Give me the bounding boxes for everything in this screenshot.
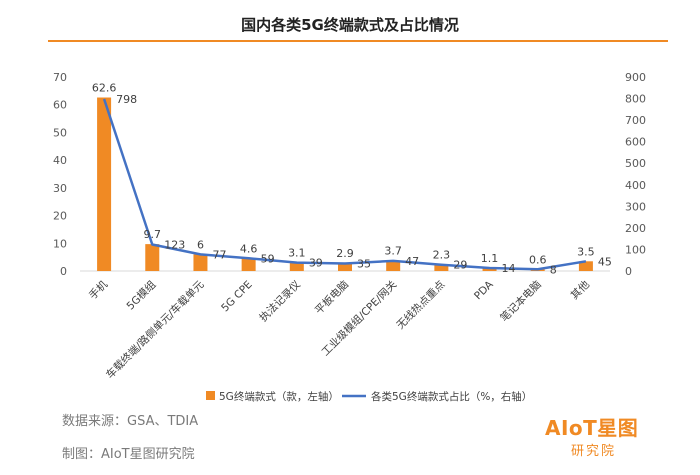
data-labels: 62.6 9.7 6 4.6 3.1 2.9 3.7 2.3 1.1 0.6 3.5 798 123 77… xyxy=(92,82,612,277)
bar xyxy=(434,264,449,271)
bar-value-label: 4.6 xyxy=(240,242,258,255)
y-right-tick-label: 400 xyxy=(625,179,646,192)
x-tick-label: 执法记录仪 xyxy=(257,278,304,325)
bar xyxy=(578,261,593,271)
line-value-label: 45 xyxy=(598,255,612,268)
line-value-label: 35 xyxy=(357,257,371,270)
y-right-tick-label: 800 xyxy=(625,93,646,106)
logo-brand-text: AIoT星图 xyxy=(545,416,639,440)
x-tick-label: 平板电脑 xyxy=(312,278,351,317)
bar xyxy=(97,97,112,271)
bar xyxy=(289,262,304,271)
x-tick-label: 5G模组 xyxy=(124,278,159,313)
legend-line-label: 各类5G终端款式占比（%，右轴） xyxy=(371,390,532,403)
x-tick-label: 5G CPE xyxy=(219,279,255,315)
line-value-label: 77 xyxy=(212,248,226,261)
bar-value-label: 9.7 xyxy=(144,228,162,241)
logo-sub-text: 研究院 xyxy=(571,444,617,459)
x-tick-label: 车载终端/路侧单元/车载单元 xyxy=(103,278,207,382)
title-divider xyxy=(48,40,668,42)
x-tick-label: 手机 xyxy=(86,278,110,302)
brand-logo: AIoT星图 研究院 xyxy=(545,412,665,462)
bar xyxy=(145,244,160,271)
x-tick-label: 其他 xyxy=(568,278,592,302)
chart-title: 国内各类5G终端款式及占比情况 xyxy=(241,16,459,34)
y-left-tick-label: 40 xyxy=(53,154,67,167)
bar-value-label: 3.1 xyxy=(288,246,306,259)
y-left-tick-label: 70 xyxy=(53,71,67,84)
y-left-tick-label: 60 xyxy=(53,99,67,112)
y-left-tick-label: 20 xyxy=(53,210,67,223)
y-right-tick-label: 500 xyxy=(625,157,646,170)
chart-credit: 制图：AIoT星图研究院 xyxy=(62,447,195,462)
combo-chart: 0102030405060700100200300400500600700800… xyxy=(53,71,646,403)
bar xyxy=(241,258,256,271)
x-tick-label: 笔记本电脑 xyxy=(498,278,544,324)
bar-value-label: 3.5 xyxy=(577,245,595,258)
y-right-tick-label: 200 xyxy=(625,222,646,235)
chart-axes: 0102030405060700100200300400500600700800… xyxy=(53,71,646,278)
bar-value-label: 3.7 xyxy=(384,245,402,258)
legend-bar-swatch xyxy=(206,391,215,400)
line-value-label: 14 xyxy=(502,262,516,275)
data-source-note: 数据来源：GSA、TDIA xyxy=(62,414,199,429)
line-value-label: 798 xyxy=(116,93,137,106)
y-left-tick-label: 10 xyxy=(53,237,67,250)
bar xyxy=(193,254,208,271)
bar-value-label: 62.6 xyxy=(92,82,117,95)
bar-value-label: 2.3 xyxy=(433,249,451,262)
line-series xyxy=(102,98,587,271)
bar-value-label: 1.1 xyxy=(481,252,499,265)
line-value-label: 59 xyxy=(261,252,275,265)
chart-legend: 5G终端款式（款，左轴） 各类5G终端款式占比（%，右轴） xyxy=(206,390,532,403)
y-right-tick-label: 700 xyxy=(625,114,646,127)
line-value-label: 47 xyxy=(405,255,419,268)
bar xyxy=(338,262,352,271)
line-value-label: 29 xyxy=(453,259,467,272)
legend-bar-label: 5G终端款式（款，左轴） xyxy=(219,390,339,403)
x-tick-label: 无线热点重点 xyxy=(394,278,448,332)
y-left-tick-label: 50 xyxy=(53,126,67,139)
bar xyxy=(386,260,401,271)
bar-value-label: 0.6 xyxy=(529,253,547,266)
y-right-tick-label: 0 xyxy=(625,265,632,278)
bar-value-label: 2.9 xyxy=(336,247,354,260)
y-right-tick-label: 300 xyxy=(625,200,646,213)
line-value-label: 123 xyxy=(164,238,185,251)
y-left-tick-label: 0 xyxy=(60,265,67,278)
y-left-tick-label: 30 xyxy=(53,182,67,195)
line-value-label: 39 xyxy=(309,257,323,270)
x-tick-label: PDA xyxy=(472,278,496,302)
line-value-label: 8 xyxy=(550,263,557,276)
y-right-tick-label: 100 xyxy=(625,243,646,256)
bar xyxy=(482,267,497,271)
bar-value-label: 6 xyxy=(197,238,204,251)
y-right-tick-label: 900 xyxy=(625,71,646,84)
y-right-tick-label: 600 xyxy=(625,136,646,149)
